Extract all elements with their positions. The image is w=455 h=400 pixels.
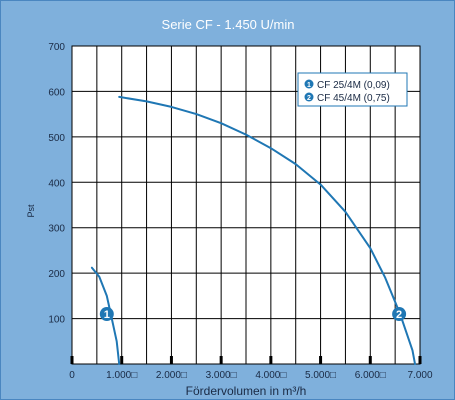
legend-marker-label-2: 2 — [307, 95, 311, 102]
y-tick-label: 100 — [48, 315, 65, 326]
y-tick-label: 600 — [48, 87, 65, 98]
plot-frame — [71, 45, 421, 365]
series-marker-2 — [392, 307, 407, 322]
x-tick-label: 4.000□ — [255, 370, 286, 381]
series-line-1 — [90, 266, 121, 365]
x-tick-label: 5.000□ — [305, 370, 336, 381]
x-axis-ticks: 0 1.000□ 2.000□ 3.000□ 4.000□ 5.000□ 6.000□ 7.0… — [69, 356, 433, 381]
x-tick-label: 7.000 — [407, 370, 432, 381]
legend-entry-1: CF 25/4M (0,09) — [317, 80, 390, 91]
x-axis-label: Fördervolumen in m³/h — [186, 384, 307, 398]
series-marker-1 — [99, 307, 114, 322]
y-tick-label: 700 — [48, 42, 65, 53]
legend-entries: 1 CF 25/4M (0,09) 2 CF 45/4M (0,75) — [304, 79, 390, 104]
legend-marker-2 — [304, 92, 314, 102]
y-tick-label: 200 — [48, 269, 65, 280]
chart-title: Serie CF - 1.450 U/min — [162, 17, 295, 32]
legend: 1 CF 25/4M (0,09) 2 CF 45/4M (0,75) — [297, 72, 408, 107]
x-tick-label: 3.000□ — [206, 370, 237, 381]
x-tick-label: 6.000□ — [355, 370, 386, 381]
x-tick-label: 1.000□ — [106, 370, 137, 381]
series-lines — [90, 95, 416, 365]
legend-box — [297, 72, 408, 107]
series-line-2 — [118, 95, 416, 365]
legend-marker-1 — [304, 79, 314, 89]
y-tick-label: 300 — [48, 224, 65, 235]
y-tick-label: 400 — [48, 178, 65, 189]
x-tick-label: 0 — [69, 370, 75, 381]
legend-marker-label-1: 1 — [307, 82, 311, 89]
series-marker-label-2: 2 — [396, 309, 402, 321]
y-axis-ticks: 100 200 300 400 500 600 700 — [48, 42, 65, 326]
series-marker-label-1: 1 — [104, 309, 110, 321]
y-tick-label: 500 — [48, 133, 65, 144]
x-tick-label: 2.000□ — [156, 370, 187, 381]
legend-entry-2: CF 45/4M (0,75) — [317, 93, 390, 104]
y-axis-label: Pst — [26, 204, 36, 218]
